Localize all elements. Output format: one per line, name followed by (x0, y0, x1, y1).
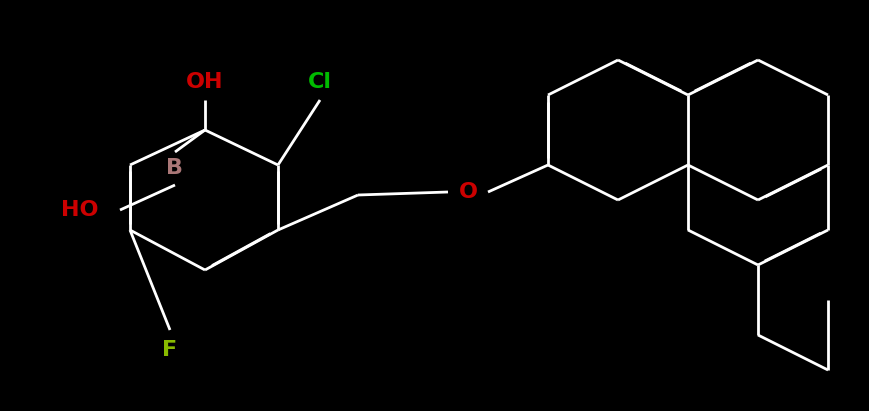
Text: F: F (163, 340, 177, 360)
Text: OH: OH (186, 72, 223, 92)
Text: HO: HO (61, 200, 99, 220)
Text: Cl: Cl (308, 72, 332, 92)
Text: B: B (167, 158, 183, 178)
Text: O: O (459, 182, 477, 202)
